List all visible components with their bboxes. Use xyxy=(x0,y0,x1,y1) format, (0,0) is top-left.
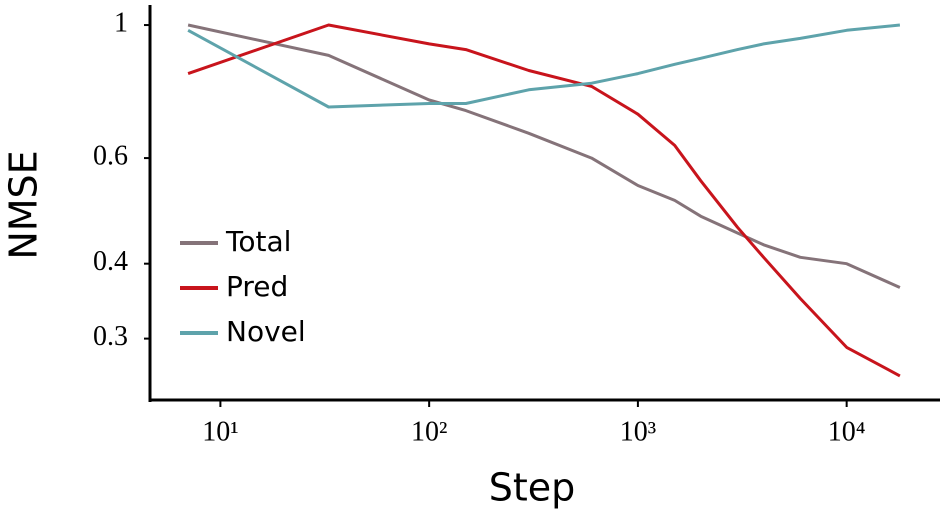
y-tick-label: 1 xyxy=(114,7,128,38)
x-tick-label: 10² xyxy=(411,416,447,447)
line-series xyxy=(187,23,901,109)
y-axis-title: NMSE xyxy=(2,150,46,259)
legend-label: Total xyxy=(225,225,291,258)
x-tick-label: 10³ xyxy=(620,416,656,447)
y-tick-label: 0.3 xyxy=(93,321,128,352)
x-tick-label: 10¹ xyxy=(202,416,238,447)
x-axis-title: Step xyxy=(489,466,576,510)
legend-label: Novel xyxy=(226,315,306,348)
y-tick-label: 0.6 xyxy=(93,141,128,172)
line-series xyxy=(187,23,901,289)
y-tick-label: 0.4 xyxy=(93,246,128,277)
x-tick-label: 10⁴ xyxy=(828,416,866,447)
line-series xyxy=(187,23,901,378)
legend-label: Pred xyxy=(226,270,288,303)
